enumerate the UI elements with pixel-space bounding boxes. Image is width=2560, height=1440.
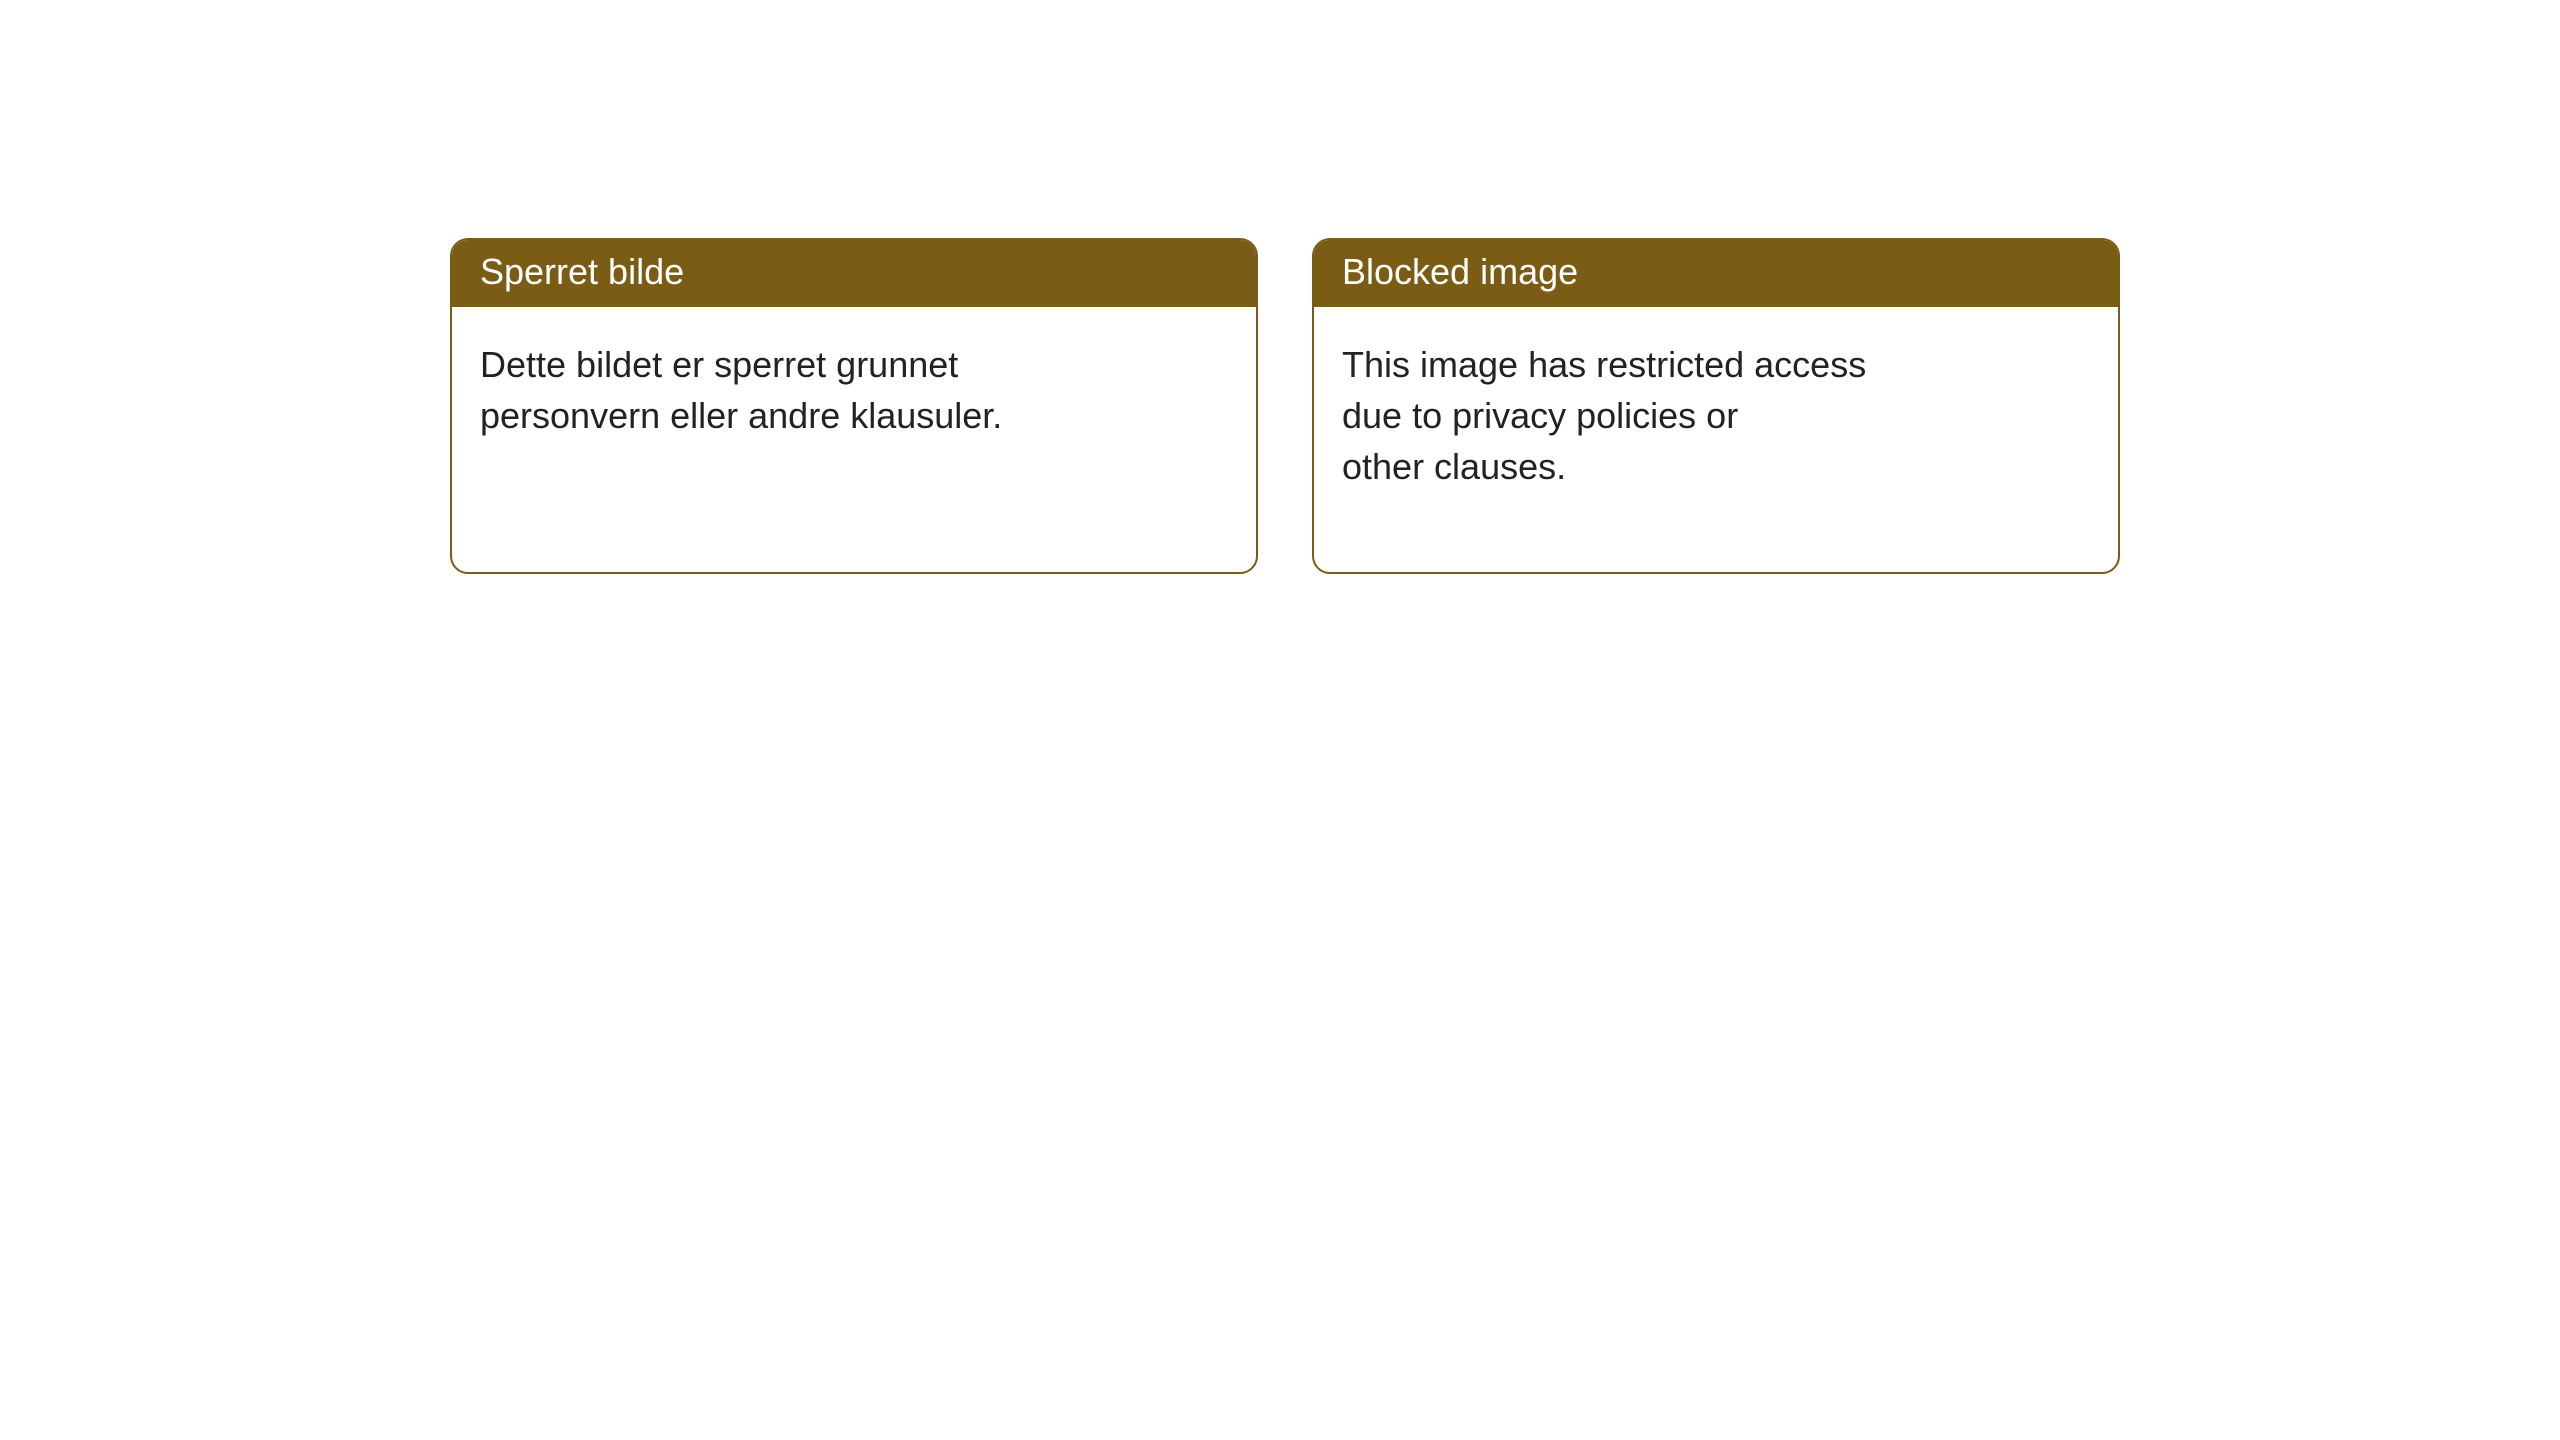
notice-body-english: This image has restricted access due to …	[1314, 307, 2118, 524]
notice-body-norwegian: Dette bildet er sperret grunnet personve…	[452, 307, 1256, 473]
notice-card-norwegian: Sperret bilde Dette bildet er sperret gr…	[450, 238, 1258, 574]
notice-title-english: Blocked image	[1314, 240, 2118, 307]
notice-title-norwegian: Sperret bilde	[452, 240, 1256, 307]
notice-card-english: Blocked image This image has restricted …	[1312, 238, 2120, 574]
notice-container: Sperret bilde Dette bildet er sperret gr…	[0, 0, 2560, 574]
